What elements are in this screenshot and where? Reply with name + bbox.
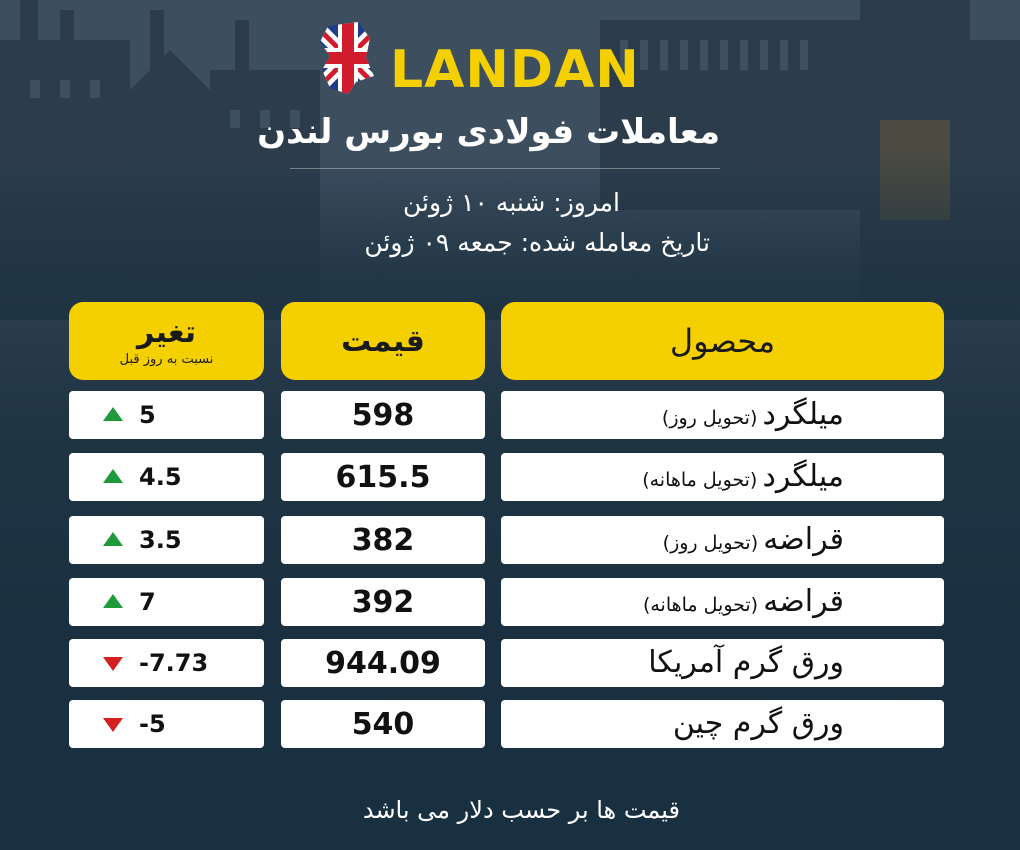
product-name: میلگرد <box>762 459 844 494</box>
traded-date: تاریخ معامله شده: جمعه ۰۹ ژوئن <box>364 228 710 257</box>
column-header-price: قیمت <box>281 302 485 380</box>
product-name: میلگرد <box>762 397 844 432</box>
change-cell: 7 <box>69 578 264 626</box>
product-label: میلگرد (تحویل ماهانه) <box>642 453 844 501</box>
column-header-change-label: تغیر <box>136 315 197 350</box>
product-label: ورق گرم آمریکا <box>648 639 844 687</box>
up-arrow-icon <box>103 532 123 546</box>
change-cell: 4.5 <box>69 453 264 501</box>
change-cell: 5 <box>69 391 264 439</box>
product-cell: قراضه (تحویل روز) <box>501 516 944 564</box>
backdrop-fade <box>0 150 1020 320</box>
currency-note: قیمت ها بر حسب دلار می باشد <box>362 796 680 824</box>
price-value: 944.09 <box>325 645 441 681</box>
price-cell: 598 <box>281 391 485 439</box>
change-value: 5 <box>139 401 156 429</box>
up-arrow-icon <box>103 469 123 483</box>
price-cell: 615.5 <box>281 453 485 501</box>
price-value: 392 <box>351 584 415 620</box>
price-value: 615.5 <box>335 459 431 495</box>
product-name: قراضه <box>763 522 844 557</box>
product-delivery-note: (تحویل ماهانه) <box>642 469 758 491</box>
product-cell: میلگرد (تحویل ماهانه) <box>501 453 944 501</box>
change-value: 7 <box>139 588 156 616</box>
product-delivery-note: (تحویل روز) <box>661 407 758 429</box>
column-header-change-sublabel: نسبت به روز قبل <box>119 352 214 367</box>
product-label: میلگرد (تحویل روز) <box>662 391 844 439</box>
product-label: قراضه (تحویل ماهانه) <box>643 578 844 626</box>
product-delivery-note: (تحویل روز) <box>662 532 759 554</box>
column-header-product: محصول <box>501 302 944 380</box>
change-cell: 3.5 <box>69 516 264 564</box>
column-header-change: تغیر نسبت به روز قبل <box>69 302 264 380</box>
price-cell: 944.09 <box>281 639 485 687</box>
today-date: امروز: شنبه ۱۰ ژوئن <box>403 188 620 217</box>
column-header-product-label: محصول <box>669 322 776 360</box>
change-value: 3.5 <box>139 526 182 554</box>
product-cell: میلگرد (تحویل روز) <box>501 391 944 439</box>
page-title: معاملات فولادی بورس لندن <box>257 112 720 152</box>
product-cell: ورق گرم چین <box>501 700 944 748</box>
down-arrow-icon <box>103 657 123 671</box>
price-value: 540 <box>351 706 415 742</box>
title-divider <box>290 168 720 169</box>
price-cell: 382 <box>281 516 485 564</box>
up-arrow-icon <box>103 594 123 608</box>
price-value: 598 <box>351 397 415 433</box>
up-arrow-icon <box>103 407 123 421</box>
uk-flag-icon <box>320 22 374 94</box>
product-delivery-note: (تحویل ماهانه) <box>642 594 759 616</box>
product-name: ورق گرم چین <box>672 706 844 741</box>
change-value: -7.73 <box>139 649 209 677</box>
down-arrow-icon <box>103 718 123 732</box>
change-value: 4.5 <box>139 463 182 491</box>
price-cell: 540 <box>281 700 485 748</box>
column-header-price-label: قیمت <box>341 323 425 359</box>
product-cell: ورق گرم آمریکا <box>501 639 944 687</box>
header: LANDAN معاملات فولادی بورس لندن امروز: ش… <box>0 0 1020 280</box>
product-name: قراضه <box>763 584 844 619</box>
price-value: 382 <box>351 522 415 558</box>
change-cell: -5 <box>69 700 264 748</box>
product-label: قراضه (تحویل روز) <box>663 516 844 564</box>
product-label: ورق گرم چین <box>673 700 844 748</box>
product-name: ورق گرم آمریکا <box>648 645 844 680</box>
brand-logo-text: LANDAN <box>390 40 640 100</box>
change-value: -5 <box>139 710 166 738</box>
change-cell: -7.73 <box>69 639 264 687</box>
product-cell: قراضه (تحویل ماهانه) <box>501 578 944 626</box>
price-cell: 392 <box>281 578 485 626</box>
